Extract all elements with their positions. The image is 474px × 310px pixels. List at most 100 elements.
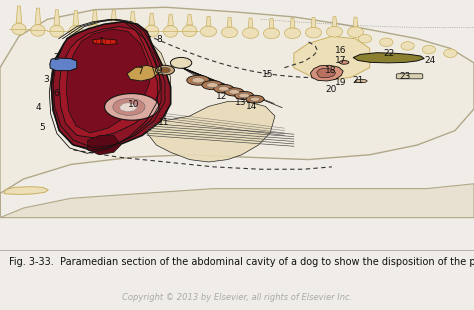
Text: 6: 6: [53, 89, 59, 98]
Polygon shape: [92, 11, 98, 24]
Ellipse shape: [202, 81, 223, 90]
Ellipse shape: [69, 25, 83, 37]
Ellipse shape: [380, 38, 393, 46]
Polygon shape: [206, 16, 211, 26]
Polygon shape: [294, 36, 370, 80]
Text: 19: 19: [335, 78, 346, 87]
Ellipse shape: [145, 25, 159, 37]
Polygon shape: [59, 27, 160, 138]
Text: 20: 20: [325, 86, 337, 95]
Polygon shape: [332, 17, 337, 26]
Ellipse shape: [339, 60, 349, 64]
Polygon shape: [130, 11, 136, 24]
Ellipse shape: [239, 93, 249, 98]
Text: 22: 22: [383, 49, 394, 58]
Ellipse shape: [355, 79, 367, 83]
Polygon shape: [88, 135, 121, 155]
Ellipse shape: [284, 28, 301, 38]
Ellipse shape: [235, 91, 254, 100]
Text: 21: 21: [352, 76, 364, 85]
Text: 11: 11: [158, 117, 169, 126]
Polygon shape: [269, 18, 274, 28]
Polygon shape: [353, 17, 358, 27]
Ellipse shape: [113, 98, 145, 115]
Ellipse shape: [264, 28, 280, 39]
Ellipse shape: [246, 95, 264, 103]
Ellipse shape: [207, 83, 218, 88]
Polygon shape: [0, 184, 474, 218]
Polygon shape: [111, 10, 117, 23]
Polygon shape: [4, 187, 48, 194]
Polygon shape: [92, 39, 118, 45]
Text: 1: 1: [99, 37, 105, 46]
Polygon shape: [187, 15, 192, 25]
Text: 9: 9: [156, 66, 162, 75]
Ellipse shape: [187, 75, 210, 85]
Text: 12: 12: [216, 92, 228, 101]
Ellipse shape: [358, 34, 372, 43]
Ellipse shape: [164, 26, 178, 37]
Polygon shape: [51, 22, 171, 150]
Ellipse shape: [422, 45, 436, 54]
Ellipse shape: [126, 24, 140, 36]
Text: 5: 5: [39, 123, 45, 132]
Ellipse shape: [50, 25, 64, 37]
Text: 2: 2: [53, 53, 59, 62]
FancyBboxPatch shape: [396, 74, 423, 79]
Text: 24: 24: [425, 56, 436, 65]
Ellipse shape: [88, 25, 102, 37]
Polygon shape: [227, 17, 232, 27]
Text: 16: 16: [335, 46, 346, 55]
Polygon shape: [248, 18, 253, 28]
Text: 17: 17: [335, 56, 346, 65]
Ellipse shape: [225, 88, 244, 96]
Text: 7: 7: [137, 67, 143, 76]
Polygon shape: [142, 43, 275, 162]
Text: Fig. 3-33.  Paramedian section of the abdominal cavity of a dog to show the disp: Fig. 3-33. Paramedian section of the abd…: [9, 257, 474, 267]
Ellipse shape: [305, 27, 321, 38]
Ellipse shape: [155, 65, 174, 75]
Text: Copyright © 2013 by Elsevier, all rights of Elsevier Inc.: Copyright © 2013 by Elsevier, all rights…: [122, 293, 352, 302]
Ellipse shape: [160, 68, 170, 73]
Text: 15: 15: [262, 70, 273, 79]
Text: 14: 14: [246, 102, 257, 111]
Ellipse shape: [182, 25, 197, 37]
Ellipse shape: [221, 27, 237, 38]
Polygon shape: [127, 65, 159, 81]
Polygon shape: [353, 53, 424, 63]
Polygon shape: [35, 8, 41, 24]
Polygon shape: [66, 29, 150, 133]
Ellipse shape: [250, 97, 260, 101]
Text: 3: 3: [44, 75, 49, 84]
Ellipse shape: [214, 84, 234, 93]
Ellipse shape: [31, 24, 45, 36]
Ellipse shape: [171, 57, 191, 68]
Polygon shape: [0, 7, 474, 218]
Ellipse shape: [401, 42, 414, 50]
Polygon shape: [119, 103, 137, 112]
Ellipse shape: [347, 27, 364, 38]
Ellipse shape: [327, 26, 343, 37]
Text: 23: 23: [400, 72, 411, 81]
Ellipse shape: [107, 24, 121, 35]
Polygon shape: [149, 13, 155, 25]
Ellipse shape: [243, 28, 259, 38]
Polygon shape: [311, 18, 316, 27]
Ellipse shape: [105, 94, 159, 120]
Polygon shape: [168, 14, 173, 25]
Polygon shape: [317, 68, 336, 78]
Ellipse shape: [229, 90, 239, 94]
Polygon shape: [290, 18, 295, 28]
Text: 4: 4: [36, 103, 42, 112]
Ellipse shape: [201, 26, 217, 37]
Text: 10: 10: [128, 100, 139, 109]
Ellipse shape: [12, 23, 26, 35]
Ellipse shape: [444, 49, 457, 57]
Polygon shape: [50, 58, 77, 71]
Ellipse shape: [219, 86, 229, 91]
Ellipse shape: [192, 78, 204, 83]
Polygon shape: [310, 65, 343, 81]
Text: 13: 13: [235, 98, 246, 107]
Text: 18: 18: [325, 66, 337, 75]
Polygon shape: [73, 11, 79, 25]
